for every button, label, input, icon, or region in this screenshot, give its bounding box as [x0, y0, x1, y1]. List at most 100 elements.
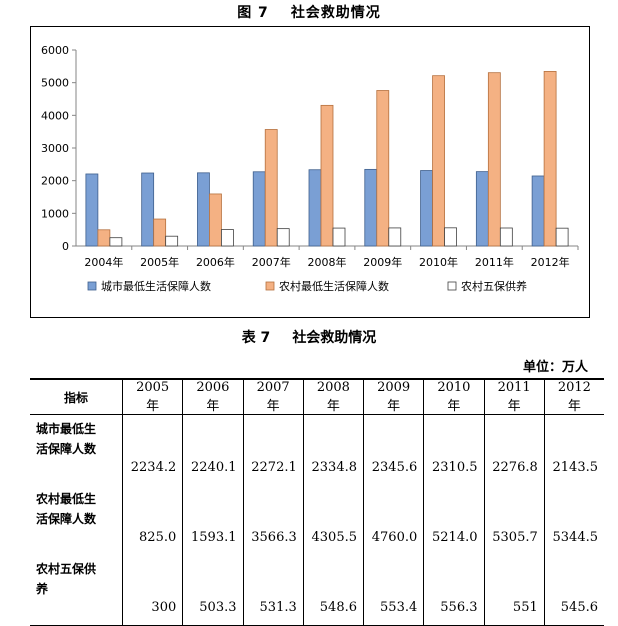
table-cell: 5214.0	[423, 485, 484, 555]
bar	[252, 171, 266, 247]
bar	[420, 170, 433, 247]
bar	[444, 227, 457, 247]
figure-title-text: 社会救助情况	[290, 5, 381, 21]
bar	[555, 227, 569, 247]
bar	[276, 228, 290, 247]
bar	[364, 168, 378, 247]
bar	[487, 72, 501, 247]
table-cell: 5305.7	[483, 485, 545, 555]
table-title: 表 7 社会救助情况	[0, 327, 618, 347]
x-tick-label: 2008年	[308, 255, 347, 269]
bar	[475, 171, 489, 247]
table-cell: 2334.8	[302, 414, 364, 485]
row-label: 城市最低生 活保障人数	[36, 422, 97, 456]
header-year: 2007 年	[242, 378, 304, 415]
bar	[165, 235, 179, 247]
header-year: 2006 年	[182, 378, 243, 415]
plot-area: 0 1000 2000 3000 4000 5000 6000 2004年 2005年 2006年…	[41, 44, 579, 269]
table-cell: 2345.6	[362, 414, 424, 485]
table-header-row: 指标 2005 年 2006 年 2007 年 2008 年 2009 年 20…	[30, 378, 604, 415]
bar	[376, 90, 390, 247]
x-tick-label: 2005年	[140, 255, 179, 269]
y-tick-label: 6000	[41, 44, 69, 57]
bar	[141, 172, 155, 247]
table-title-text: 社会救助情况	[292, 330, 377, 346]
table-cell: 503.3	[182, 555, 243, 626]
bar	[85, 173, 99, 247]
table-cell: 553.4	[362, 555, 424, 626]
bar	[153, 218, 167, 247]
table-cell: 2272.1	[242, 414, 304, 485]
legend-label: 农村最低生活保障人数	[279, 279, 389, 293]
table-cell: 551	[483, 555, 545, 626]
table-cell: 5344.5	[543, 485, 604, 555]
x-tick-label: 2007年	[252, 255, 291, 269]
y-tick-label: 0	[62, 240, 69, 253]
bar	[109, 237, 123, 247]
x-tick-label: 2011年	[475, 255, 514, 269]
bar	[197, 172, 210, 247]
bar	[388, 227, 402, 247]
table-cell: 2143.5	[543, 414, 604, 485]
data-table: 指标 2005 年 2006 年 2007 年 2008 年 2009 年 20…	[30, 378, 604, 626]
row-label: 农村最低生 活保障人数	[36, 492, 97, 526]
table-cell: 300	[121, 555, 183, 626]
bar-chart: 0 1000 2000 3000 4000 5000 6000 2004年 2005年 2006年…	[30, 26, 590, 318]
y-tick-label: 1000	[41, 207, 69, 220]
bar	[209, 193, 222, 247]
table-cell: 2310.5	[423, 414, 484, 485]
header-indicator: 指标	[30, 378, 123, 415]
table-cell: 1593.1	[182, 485, 243, 555]
table-cell: 2234.2	[121, 414, 183, 485]
x-tick-label: 2004年	[84, 255, 123, 269]
table-cell: 531.3	[242, 555, 304, 626]
chart-legend: 城市最低生活保障人数 农村最低生活保障人数 农村五保供养	[87, 279, 527, 293]
legend-swatch	[265, 281, 275, 291]
bar	[320, 104, 334, 247]
table-cell: 545.6	[543, 555, 604, 626]
table-cell: 4760.0	[362, 485, 424, 555]
y-tick-label: 5000	[41, 77, 69, 90]
x-tick-label: 2006年	[196, 255, 235, 269]
bar	[97, 229, 111, 247]
y-tick-label: 2000	[41, 175, 69, 188]
table-cell: 2276.8	[483, 414, 545, 485]
header-year: 2005 年	[121, 378, 183, 415]
y-tick-label: 3000	[41, 142, 69, 155]
table-row: 农村五保供养 300 503.3 531.3 548.6 553.4 556.3…	[30, 555, 604, 626]
x-tick-label: 2012年	[531, 255, 570, 269]
figure-number: 图 7	[237, 5, 269, 21]
table-cell: 2240.1	[182, 414, 243, 485]
bar	[264, 129, 278, 247]
legend-label: 城市最低生活保障人数	[101, 279, 211, 293]
bar	[432, 75, 445, 247]
bar	[308, 169, 322, 247]
x-tick-label: 2009年	[363, 255, 402, 269]
header-year: 2009 年	[362, 378, 424, 415]
table-row: 农村最低生 活保障人数 825.0 1593.1 3566.3 4305.5 47…	[30, 485, 604, 555]
table-cell: 4305.5	[302, 485, 364, 555]
header-year: 2012 年	[543, 378, 604, 415]
header-year: 2011 年	[483, 378, 545, 415]
header-year: 2008 年	[302, 378, 364, 415]
y-tick-label: 4000	[41, 109, 69, 122]
bar	[531, 175, 545, 247]
table-cell: 548.6	[302, 555, 364, 626]
unit-label: 单位：万人	[522, 360, 588, 375]
table-cell: 3566.3	[242, 485, 304, 555]
bar	[221, 229, 234, 247]
x-tick-label: 2010年	[419, 255, 458, 269]
legend-swatch	[447, 281, 457, 291]
bar	[332, 227, 346, 247]
table-number: 表 7	[241, 330, 271, 346]
legend-label: 农村五保供养	[461, 279, 527, 293]
table-cell: 556.3	[423, 555, 484, 626]
table-cell: 825.0	[121, 485, 183, 555]
bar	[543, 71, 557, 247]
table-row: 城市最低生 活保障人数 2234.2 2240.1 2272.1 2334.8 2…	[30, 414, 604, 485]
row-label: 农村五保供养	[30, 555, 123, 626]
header-year: 2010 年	[423, 378, 484, 415]
figure-title: 图 7 社会救助情况	[0, 2, 618, 22]
legend-swatch	[87, 281, 97, 291]
bar	[499, 227, 513, 247]
